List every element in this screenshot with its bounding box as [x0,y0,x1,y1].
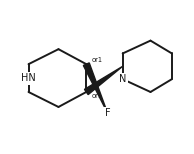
Text: or1: or1 [92,57,103,63]
Text: or1: or1 [92,93,103,99]
Text: HN: HN [21,73,36,83]
Polygon shape [83,63,108,113]
Text: N: N [119,74,126,84]
Polygon shape [84,66,123,95]
Text: F: F [105,108,111,118]
